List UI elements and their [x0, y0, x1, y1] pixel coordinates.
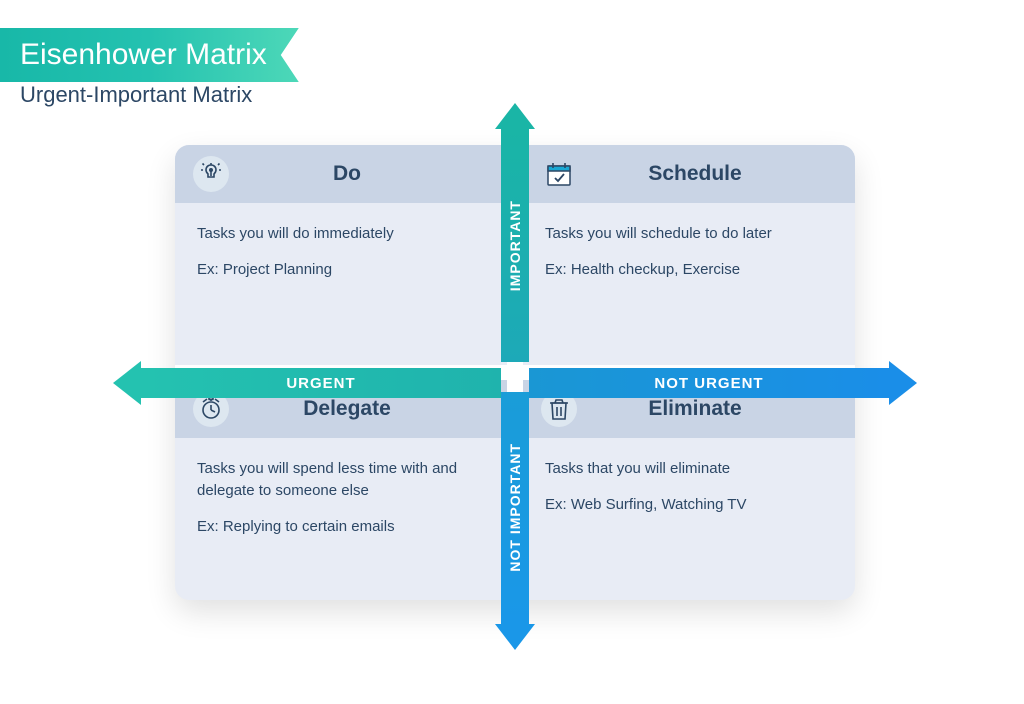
quadrant-eliminate-description: Tasks that you will eliminate — [545, 458, 833, 480]
horizontal-axis: URGENT NOT URGENT — [113, 365, 917, 401]
quadrant-eliminate-example: Ex: Web Surfing, Watching TV — [545, 494, 833, 516]
horizontal-axis-right: NOT URGENT — [529, 368, 889, 398]
subtitle: Urgent-Important Matrix — [20, 82, 252, 108]
quadrant-do-body: Tasks you will do immediately Ex: Projec… — [175, 203, 507, 301]
arrow-right-icon — [889, 361, 917, 405]
arrow-left-icon — [113, 361, 141, 405]
quadrant-schedule-description: Tasks you will schedule to do later — [545, 223, 833, 245]
quadrant-eliminate-body: Tasks that you will eliminate Ex: Web Su… — [523, 438, 855, 536]
axis-label-important: IMPORTANT — [507, 200, 523, 291]
arrow-down-icon — [495, 624, 535, 650]
quadrant-schedule-example: Ex: Health checkup, Exercise — [545, 259, 833, 281]
quadrant-delegate-description: Tasks you will spend less time with and … — [197, 458, 485, 502]
quadrant-do-title: Do — [241, 162, 453, 186]
axis-label-not-important: NOT IMPORTANT — [507, 443, 523, 572]
quadrant-delegate-body: Tasks you will spend less time with and … — [175, 438, 507, 557]
quadrant-eliminate: Eliminate Tasks that you will eliminate … — [523, 380, 855, 600]
quadrant-schedule: Schedule Tasks you will schedule to do l… — [523, 145, 855, 365]
arrow-up-icon — [495, 103, 535, 129]
lightbulb-icon — [193, 156, 229, 192]
title-ribbon: Eisenhower Matrix — [0, 28, 299, 82]
quadrant-do-description: Tasks you will do immediately — [197, 223, 485, 245]
quadrant-delegate-example: Ex: Replying to certain emails — [197, 516, 485, 538]
quadrant-do: Do Tasks you will do immediately Ex: Pro… — [175, 145, 507, 365]
quadrant-schedule-body: Tasks you will schedule to do later Ex: … — [523, 203, 855, 301]
vertical-axis-bottom: NOT IMPORTANT — [501, 392, 529, 625]
quadrant-schedule-title: Schedule — [589, 162, 801, 186]
matrix-container: Do Tasks you will do immediately Ex: Pro… — [175, 145, 855, 600]
axis-label-not-urgent: NOT URGENT — [654, 375, 763, 392]
horizontal-axis-left: URGENT — [141, 368, 501, 398]
vertical-axis-top: IMPORTANT — [501, 129, 529, 362]
quadrant-do-header: Do — [175, 145, 507, 203]
calendar-icon — [541, 156, 577, 192]
quadrant-do-example: Ex: Project Planning — [197, 259, 485, 281]
quadrant-schedule-header: Schedule — [523, 145, 855, 203]
axis-label-urgent: URGENT — [286, 375, 355, 392]
quadrant-delegate: Delegate Tasks you will spend less time … — [175, 380, 507, 600]
